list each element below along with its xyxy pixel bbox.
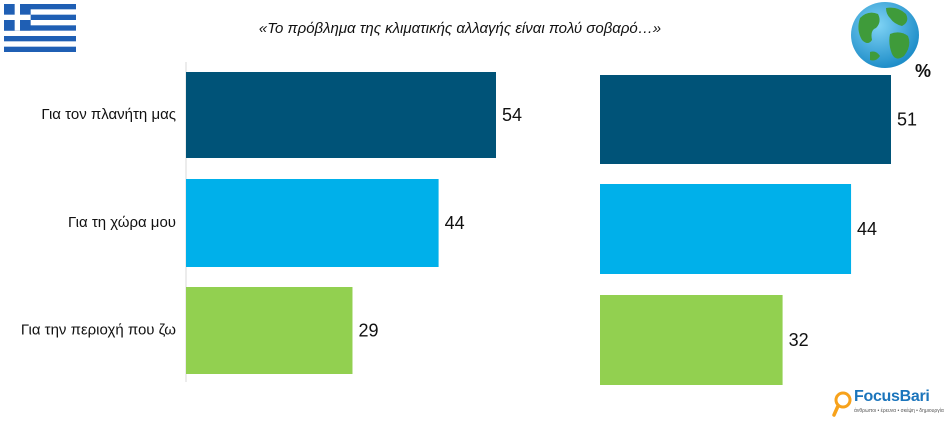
value-label-right-0: 51 xyxy=(897,109,917,129)
bar-left-0 xyxy=(186,72,496,158)
brand-tagline: άνθρωποι • έρευνα • σκέψη • δημιουργία xyxy=(854,408,944,414)
value-label-left-1: 44 xyxy=(445,213,465,233)
brand-logo: FocusBari άνθρωποι • έρευνα • σκέψη • δη… xyxy=(832,388,944,422)
bar-left-2 xyxy=(186,287,353,374)
value-label-right-1: 44 xyxy=(857,219,877,239)
bar-left-1 xyxy=(186,179,439,267)
value-label-left-2: 29 xyxy=(358,320,378,340)
chart-title: «Το πρόβλημα της κλιματικής αλλαγής είνα… xyxy=(258,20,662,37)
bar-right-1 xyxy=(600,184,852,274)
value-label-left-0: 54 xyxy=(502,105,522,125)
globe-icon xyxy=(851,2,919,68)
brand-name: FocusBari xyxy=(854,388,930,405)
percent-symbol: % xyxy=(915,61,932,81)
bar-right-2 xyxy=(600,295,783,385)
right-panel: 51 44 32 xyxy=(600,75,917,385)
category-label-0: Για τον πλανήτη μας xyxy=(41,106,176,123)
bar-right-0 xyxy=(600,75,891,164)
value-label-right-2: 32 xyxy=(789,330,809,350)
category-label-2: Για την περιοχή που ζω xyxy=(21,321,176,338)
left-panel: 54 44 29 Για τον πλανήτη μας Για τη χώρα… xyxy=(21,72,522,374)
category-label-1: Για τη χώρα μου xyxy=(68,214,176,231)
magnifier-icon xyxy=(832,391,852,417)
greek-flag-icon xyxy=(4,4,76,52)
